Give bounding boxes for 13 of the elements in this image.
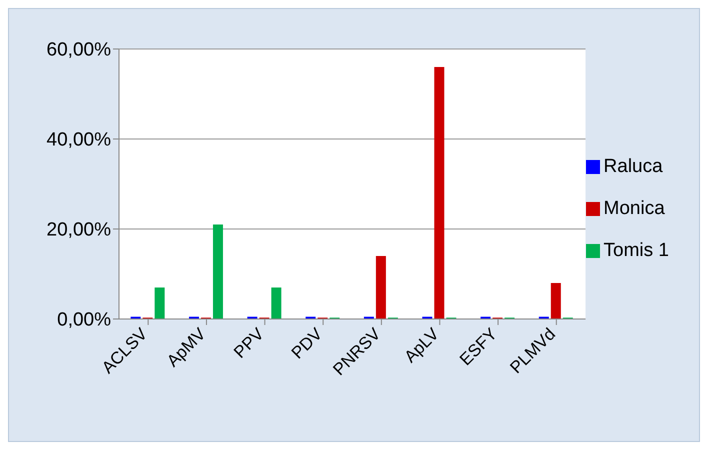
bar — [434, 67, 444, 319]
bar — [212, 224, 223, 319]
legend-label: Monica — [604, 198, 665, 219]
bar — [154, 288, 165, 319]
y-tick-label: 0,00% — [57, 310, 112, 331]
y-tick-label: 60,00% — [46, 40, 112, 61]
y-tick-label: 20,00% — [46, 220, 112, 241]
bar — [376, 256, 386, 319]
legend-label: Raluca — [604, 156, 663, 177]
bar — [271, 288, 282, 319]
legend-label: Tomis 1 — [604, 240, 669, 261]
bar — [550, 283, 561, 319]
y-tick-label: 40,00% — [46, 130, 112, 151]
